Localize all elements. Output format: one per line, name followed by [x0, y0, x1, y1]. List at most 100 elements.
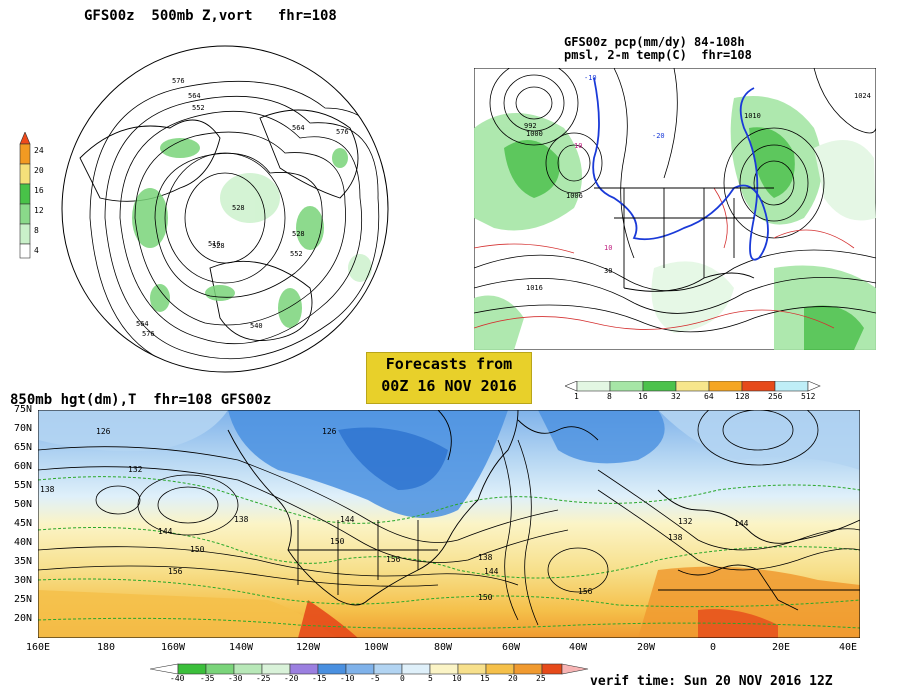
lon-label: 160E: [25, 642, 51, 653]
contour-label: 10: [574, 142, 582, 150]
lat-label: 40N: [13, 537, 32, 548]
contour-label: 528: [292, 230, 305, 238]
contour-label: 1024: [854, 92, 871, 100]
contour-label: 132: [128, 465, 143, 474]
contour-label: 126: [322, 427, 337, 436]
contour-label: 992: [524, 122, 537, 130]
contour-label: 138: [668, 533, 683, 542]
panel-500mb-title: GFS00z 500mb Z,vort fhr=108: [84, 8, 337, 24]
colorbar-label: -5: [370, 674, 380, 683]
polar-500mb-map: 576 564 552 528 516 564 576 528 552 564 …: [61, 45, 389, 373]
lat-label: 60N: [13, 461, 32, 472]
banner-line1: Forecasts from: [385, 355, 513, 373]
colorbar-label: 20: [508, 674, 518, 683]
lon-label: 60W: [501, 642, 521, 653]
lat-label: 55N: [13, 480, 32, 491]
panel-850mb-title: 850mb hgt(dm),T fhr=108 GFS00z: [10, 392, 272, 408]
colorbar-label: 1: [574, 392, 579, 401]
colorbar-label: 32: [671, 392, 681, 401]
lat-label: 20N: [13, 613, 32, 624]
contour-label: 132: [678, 517, 693, 526]
colorbar-label: 24: [34, 146, 44, 155]
colorbar-label: 16: [34, 186, 44, 195]
contour-label: 126: [96, 427, 111, 436]
contour-label: 528: [212, 242, 225, 250]
verif-time: verif time: Sun 20 NOV 2016 12Z: [590, 674, 833, 689]
lon-label: 20W: [636, 642, 656, 653]
longitude-axis: 160E 180 160W 140W 120W 100W 80W 60W 40W…: [18, 642, 878, 656]
lon-label: 160W: [160, 642, 186, 653]
colorbar-label: -40: [170, 674, 185, 683]
contour-label: 564: [292, 124, 305, 132]
colorbar-label: 512: [801, 392, 816, 401]
lat-label: 70N: [13, 423, 32, 434]
contour-label: 138: [40, 485, 55, 494]
colorbar-label: 64: [704, 392, 714, 401]
contour-label: 576: [336, 128, 349, 136]
contour-label: 1000: [526, 130, 543, 138]
contour-label: 576: [142, 330, 155, 338]
colorbar-label: 20: [34, 166, 44, 175]
contour-label: 144: [158, 527, 173, 536]
contour-label: 150: [478, 593, 493, 602]
panel-pcp-title-line2: pmsl, 2-m temp(C) fhr=108: [564, 48, 752, 62]
lat-label: 50N: [13, 499, 32, 510]
precip-colorbar: 1 8 16 32 64 128 256 512: [564, 380, 845, 404]
contour-label: 1016: [526, 284, 543, 292]
contour-label: 144: [484, 567, 499, 576]
contour-label: 138: [234, 515, 249, 524]
colorbar-label: 10: [452, 674, 462, 683]
lon-label: 40E: [838, 642, 858, 653]
colorbar-label: 256: [768, 392, 783, 401]
lon-label: 180: [96, 642, 116, 653]
lat-label: 35N: [13, 556, 32, 567]
colorbar-label: 0: [400, 674, 405, 683]
colorbar-label: -35: [200, 674, 215, 683]
contour-label: 10: [604, 244, 612, 252]
lon-label: 20E: [771, 642, 791, 653]
colorbar-label: -10: [340, 674, 355, 683]
forecast-banner: Forecasts from 00Z 16 NOV 2016: [366, 352, 532, 404]
banner-line2: 00Z 16 NOV 2016: [381, 377, 517, 395]
contour-label: 144: [340, 515, 355, 524]
colorbar-label: -20: [284, 674, 299, 683]
temperature-colorbar: -40 -35 -30 -25 -20 -15 -10 -5 0 5 10 15…: [149, 660, 590, 694]
lat-label: 25N: [13, 594, 32, 605]
colorbar-label: 5: [428, 674, 433, 683]
colorbar-label: 16: [638, 392, 648, 401]
lat-label: 75N: [13, 404, 32, 415]
contour-label: -20: [652, 132, 665, 140]
vorticity-colorbar: 24 20 16 12 8 4: [18, 131, 58, 262]
lat-label: 45N: [13, 518, 32, 529]
contour-label: 576: [172, 77, 185, 85]
lat-label: 30N: [13, 575, 32, 586]
lon-label: 100W: [363, 642, 389, 653]
contour-label: 552: [192, 104, 205, 112]
contour-label: 138: [478, 553, 493, 562]
colorbar-label: -30: [228, 674, 243, 683]
lon-label: 120W: [295, 642, 321, 653]
colorbar-label: 25: [536, 674, 546, 683]
colorbar-label: 15: [480, 674, 490, 683]
contour-label: 150: [330, 537, 345, 546]
contour-label: 516: [208, 240, 221, 248]
colorbar-label: 8: [607, 392, 612, 401]
contour-label: 1006: [566, 192, 583, 200]
contour-label: 156: [168, 567, 183, 576]
colorbar-label: -25: [256, 674, 271, 683]
contour-label: 528: [232, 204, 245, 212]
contour-label: 144: [734, 519, 749, 528]
colorbar-label: -15: [312, 674, 327, 683]
contour-label: 156: [578, 587, 593, 596]
contour-label: 150: [190, 545, 205, 554]
precipitation-map: 992 1000 1006 1016 1024 1010 -10 -20 10 …: [474, 68, 876, 350]
contour-label: 564: [188, 92, 201, 100]
lon-label: 140W: [228, 642, 254, 653]
panel-pcp-title-line1: GFS00z pcp(mm/dy) 84-108h: [564, 35, 745, 49]
contour-label: 564: [136, 320, 149, 328]
lon-label: 40W: [568, 642, 588, 653]
contour-label: 30: [604, 267, 612, 275]
contour-label: -10: [584, 74, 597, 82]
contour-label: 1010: [744, 112, 761, 120]
contour-label: 156: [386, 555, 401, 564]
